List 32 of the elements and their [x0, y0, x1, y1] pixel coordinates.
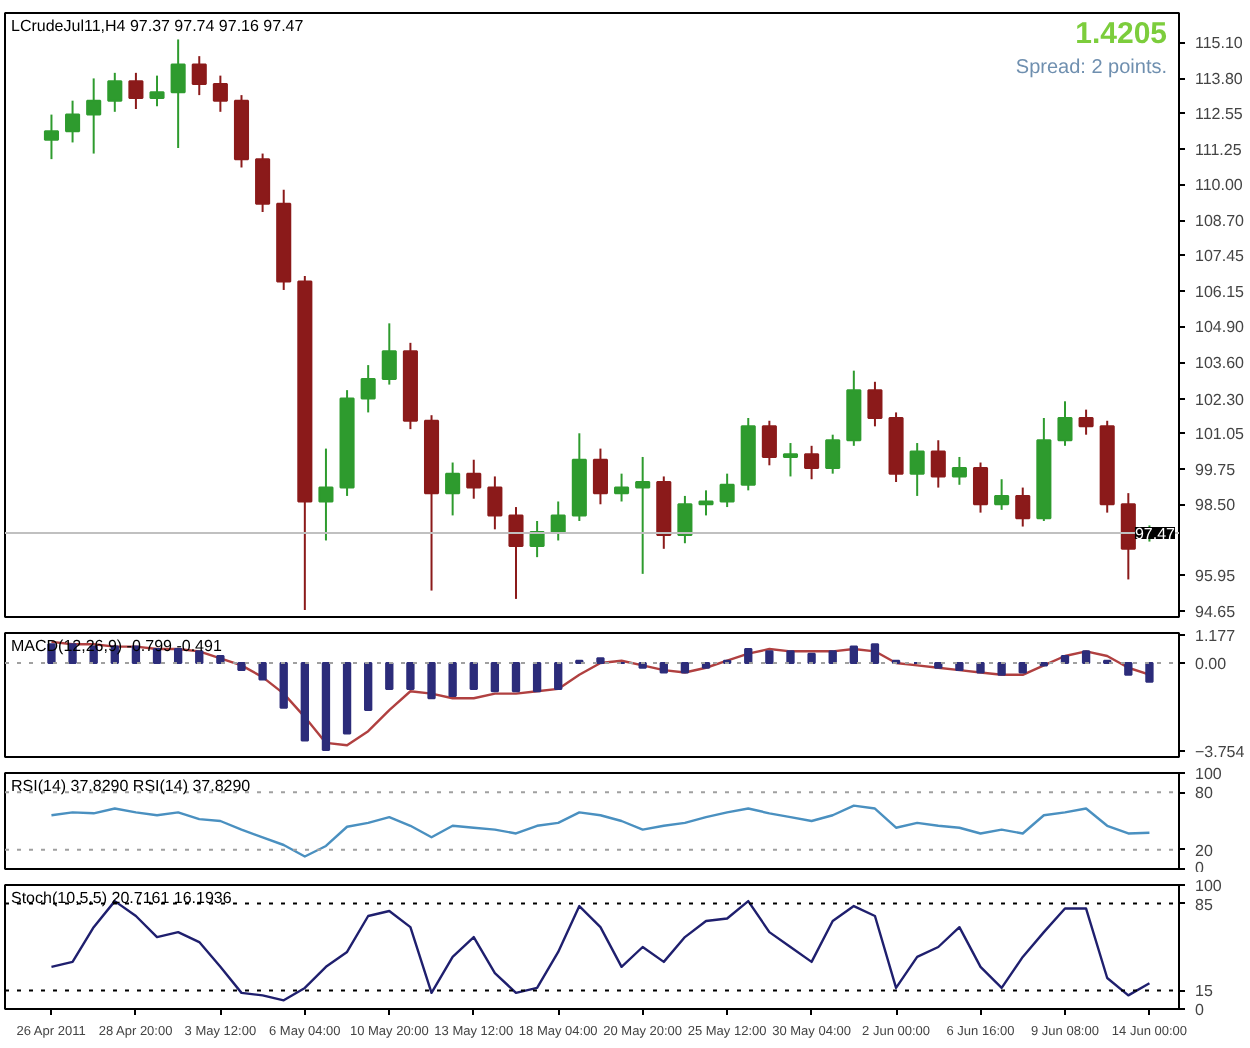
- ref-line-label: 97.47: [1134, 524, 1177, 543]
- y-tick-label: 15: [1195, 982, 1214, 1001]
- chart-title: RSI(14) 37.8290 RSI(14) 37.8290: [11, 777, 252, 795]
- annotation: 1.4205: [1075, 17, 1168, 51]
- annotation: Spread: 2 points.: [1015, 57, 1168, 79]
- y-tick-label: 103.60: [1195, 354, 1246, 373]
- y-tick-label: 102.30: [1195, 390, 1246, 409]
- y-tick-label: 98.50: [1195, 496, 1237, 515]
- y-tick-label: 112.55: [1195, 105, 1244, 124]
- y-tick-label: 107.45: [1195, 247, 1246, 266]
- y-tick-label: 110.00: [1195, 176, 1244, 195]
- y-tick-label: 100: [1195, 877, 1223, 895]
- y-tick-label: 85: [1195, 895, 1214, 914]
- y-tick-label: 111.25: [1195, 141, 1243, 160]
- y-tick-label: 113.80: [1195, 70, 1244, 89]
- y-tick-label: 115.10: [1195, 34, 1244, 53]
- y-tick-label: 0.00: [1195, 655, 1228, 674]
- y-tick-label: 94.65: [1195, 603, 1237, 622]
- y-tick-label: 100: [1195, 765, 1223, 783]
- y-tick-label: 95.95: [1195, 567, 1237, 586]
- y-tick-label: 99.75: [1195, 461, 1237, 480]
- chart-title: Stoch(10,5,5) 20.7161 16.1936: [11, 889, 233, 907]
- y-tick-label: 80: [1195, 784, 1214, 803]
- y-tick-label: 104.90: [1195, 318, 1246, 337]
- y-tick-label: −3.754: [1195, 743, 1246, 762]
- chart-title: LCrudeJul11,H4 97.37 97.74 97.16 97.47: [11, 17, 305, 35]
- y-tick-label: 20: [1195, 841, 1214, 860]
- y-tick-label: 0: [1195, 1001, 1205, 1019]
- y-tick-label: 1.177: [1195, 627, 1237, 646]
- y-tick-label: 108.70: [1195, 212, 1246, 231]
- y-tick-label: 106.15: [1195, 283, 1246, 302]
- y-tick-label: 101.05: [1195, 425, 1246, 444]
